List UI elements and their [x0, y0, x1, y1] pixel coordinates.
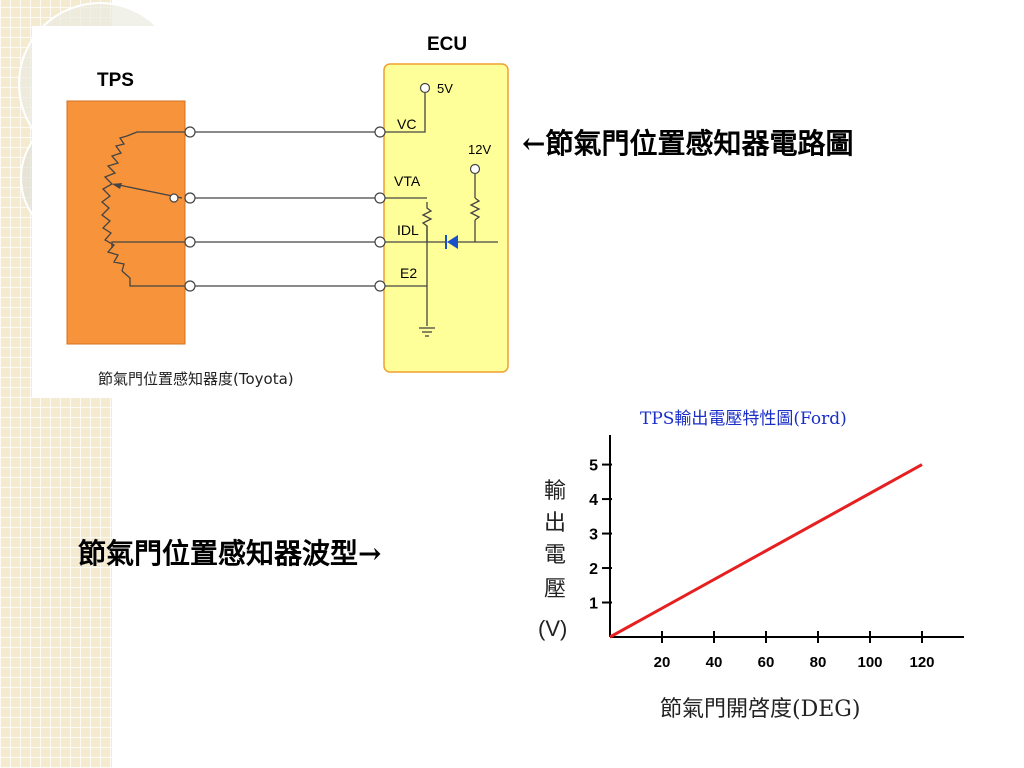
chart-ticks: 20 40 60 80 100 120 1 2 3 4 5 [589, 458, 934, 671]
supply-12v-node [469, 163, 481, 175]
tps-vc-lead [126, 131, 185, 137]
chart-svg: TPS輸出電壓特性圖(Ford) 輸 出 電 壓 (V) 20 40 60 80 100… [538, 409, 964, 722]
tps-terminal-vc [184, 126, 196, 138]
circuit-caption: 節氣門位置感知器度(Toyota) [98, 370, 294, 388]
supply-5v-label: 5V [437, 81, 453, 96]
x-tick-label: 60 [758, 654, 775, 671]
y-tick-label: 5 [589, 458, 598, 475]
x-tick-label: 20 [654, 654, 671, 671]
chart-title: TPS輸出電壓特性圖(Ford) [640, 409, 847, 429]
wiper-contact [169, 193, 179, 203]
y-tick-label: 3 [589, 527, 598, 544]
idl-resistor [421, 202, 433, 242]
y-axis-label-char: 輸 [544, 479, 566, 504]
y-axis-label-char: 電 [544, 543, 566, 568]
tps-idl-lead [111, 241, 185, 248]
pin-label-e2: E2 [400, 265, 417, 281]
x-tick-label: 100 [857, 654, 882, 671]
x-tick-label: 40 [706, 654, 723, 671]
x-axis-label: 節氣門開啓度(DEG) [660, 697, 860, 722]
ecu-terminal-e2 [374, 280, 386, 292]
ecu-box [383, 63, 509, 373]
chart-series [609, 463, 923, 639]
ecu-label: ECU [427, 34, 467, 55]
ecu-terminal-vta [374, 192, 386, 204]
tps-label: TPS [97, 70, 134, 91]
tps-e2-lead [121, 270, 185, 287]
tps-terminal-idl [184, 236, 196, 248]
tps-sensor-box [66, 100, 186, 345]
y-axis-label-unit: (V) [538, 616, 567, 641]
y-axis-label-char: 出 [544, 511, 566, 536]
tps-circuit-diagram: TPS ECU VC VTA IDL E2 [32, 26, 532, 398]
ecu-terminal-vc [374, 126, 386, 138]
y-tick-label: 2 [589, 561, 598, 578]
supply-12v-label: 12V [468, 142, 491, 157]
tps-terminal-e2 [184, 280, 196, 292]
wiper-arrowhead [112, 183, 122, 189]
tps-voltage-chart: TPS輸出電壓特性圖(Ford) 輸 出 電 壓 (V) 20 40 60 80 100… [520, 400, 974, 734]
pullup-resistor [469, 197, 481, 221]
pin-label-vta: VTA [394, 173, 421, 189]
potentiometer-resistor [100, 135, 128, 272]
pin-label-vc: VC [397, 116, 416, 132]
x-tick-label: 80 [810, 654, 827, 671]
ecu-vc-line [385, 93, 426, 133]
supply-5v-node [419, 82, 431, 94]
y-tick-label: 1 [589, 596, 598, 613]
x-tick-label: 120 [909, 654, 934, 671]
ecu-terminal-idl [374, 236, 386, 248]
circuit-svg: TPS ECU VC VTA IDL E2 [66, 34, 509, 388]
y-axis-label-char: 壓 [544, 577, 566, 602]
series-line-0 [609, 463, 923, 639]
y-tick-label: 4 [589, 492, 598, 509]
tps-terminal-vta [184, 192, 196, 204]
pin-label-idl: IDL [397, 222, 419, 238]
circuit-diagram-note: ←節氣門位置感知器電路圖 [522, 127, 854, 160]
diode-icon [447, 235, 458, 249]
waveform-note: 節氣門位置感知器波型→ [78, 537, 382, 570]
